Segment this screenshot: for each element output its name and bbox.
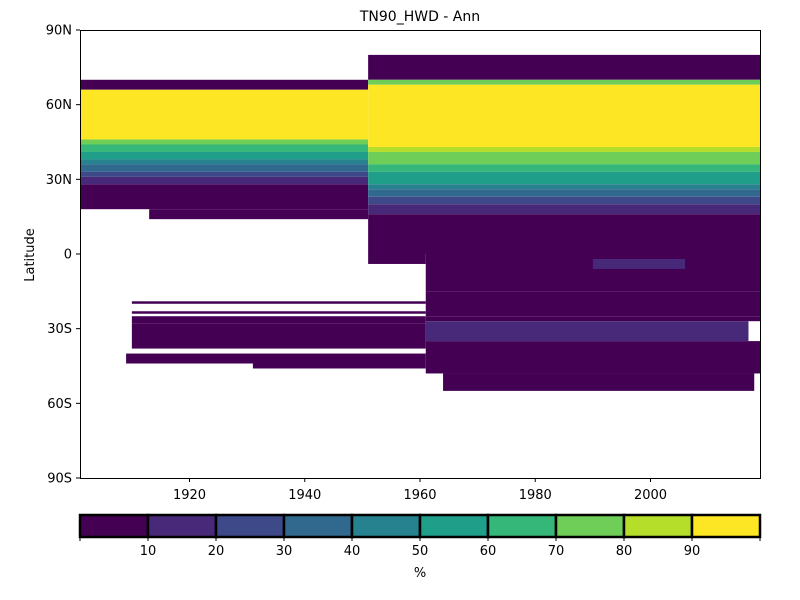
heatmap-cell: [368, 204, 760, 215]
heatmap-cell: [443, 373, 755, 391]
heatmap-cell: [80, 184, 369, 210]
heatmap-cell: [368, 164, 760, 172]
heatmap-cell: [425, 291, 760, 317]
y-tick-label: 90S: [47, 472, 72, 487]
colorbar-tick-label: 20: [208, 544, 225, 559]
heatmap-cell: [80, 171, 369, 177]
colorbar-tick-label: 70: [548, 544, 565, 559]
colorbar-tick-label: 60: [480, 544, 497, 559]
heatmap-cell: [368, 196, 760, 205]
heatmap-cell: [80, 89, 369, 140]
y-tick-label: 30S: [47, 322, 72, 337]
heatmap-cell: [368, 84, 760, 147]
colorbar-tick-label: 10: [140, 544, 157, 559]
heatmap-cells: [80, 54, 760, 391]
heatmap-cell: [131, 311, 426, 314]
heatmap-cell: [368, 189, 760, 197]
colorbar-tick-label: 40: [344, 544, 361, 559]
heatmap-cell: [368, 54, 760, 80]
colorbar-swatch: [78, 513, 150, 539]
chart-title: TN90_HWD - Ann: [359, 9, 480, 25]
heatmap-cell: [252, 363, 426, 369]
colorbar-tick-label: 90: [684, 544, 701, 559]
heatmap-cell: [80, 139, 369, 145]
heatmap-cell: [80, 164, 369, 172]
heatmap-cell: [368, 254, 426, 264]
heatmap-cell: [131, 316, 426, 324]
colorbar-swatch: [554, 513, 626, 539]
heatmap-cell: [368, 214, 760, 254]
x-tick-label: 1940: [288, 488, 321, 503]
y-tick-label: 0: [64, 248, 72, 263]
heatmap-cell: [368, 171, 760, 185]
heatmap-cell: [80, 151, 369, 160]
colorbar-tick-label: 80: [616, 544, 633, 559]
heatmap-cell: [425, 316, 760, 322]
heatmap-cell: [80, 144, 369, 152]
colorbar: 10 20 30 40 50 60 70 80 90: [78, 513, 762, 559]
y-tick-label: 60S: [47, 397, 72, 412]
heatmap-cell: [368, 146, 760, 152]
colorbar-tick-label: 50: [412, 544, 429, 559]
x-tick-label: 2000: [634, 488, 667, 503]
heatmap-cell: [425, 321, 749, 342]
heatmap-cell: [425, 341, 760, 374]
y-tick-label: 60N: [46, 98, 72, 113]
heatmap-cell: [149, 209, 369, 220]
y-axis-label: Latitude: [23, 228, 38, 282]
colorbar-swatch: [146, 513, 218, 539]
x-axis: 1920 1940 1960 1980 2000: [173, 478, 667, 503]
heatmap-cell: [126, 353, 426, 364]
heatmap-cell: [592, 258, 686, 269]
heatmap-cell: [368, 79, 760, 85]
colorbar-swatch: [418, 513, 490, 539]
colorbar-swatch: [690, 513, 762, 539]
x-tick-label: 1920: [173, 488, 206, 503]
colorbar-swatch: [622, 513, 694, 539]
colorbar-tick-label: 30: [276, 544, 293, 559]
y-tick-label: 30N: [46, 173, 72, 188]
colorbar-swatch: [350, 513, 422, 539]
x-tick-label: 1960: [403, 488, 436, 503]
colorbar-swatch: [486, 513, 558, 539]
y-axis: 90N 60N 30N 0 30S 60S 90S: [46, 24, 80, 487]
colorbar-label: %: [414, 566, 426, 581]
heatmap-cell: [368, 184, 760, 190]
heatmap-cell: [131, 323, 426, 349]
heatmap-cell: [131, 301, 426, 304]
x-tick-label: 1980: [519, 488, 552, 503]
colorbar-swatch: [214, 513, 286, 539]
y-tick-label: 90N: [46, 24, 72, 39]
colorbar-swatch: [282, 513, 354, 539]
heatmap-cell: [80, 79, 369, 90]
heatmap-cell: [368, 151, 760, 165]
heatmap-cell: [80, 176, 369, 185]
heatmap-cell: [80, 159, 369, 165]
